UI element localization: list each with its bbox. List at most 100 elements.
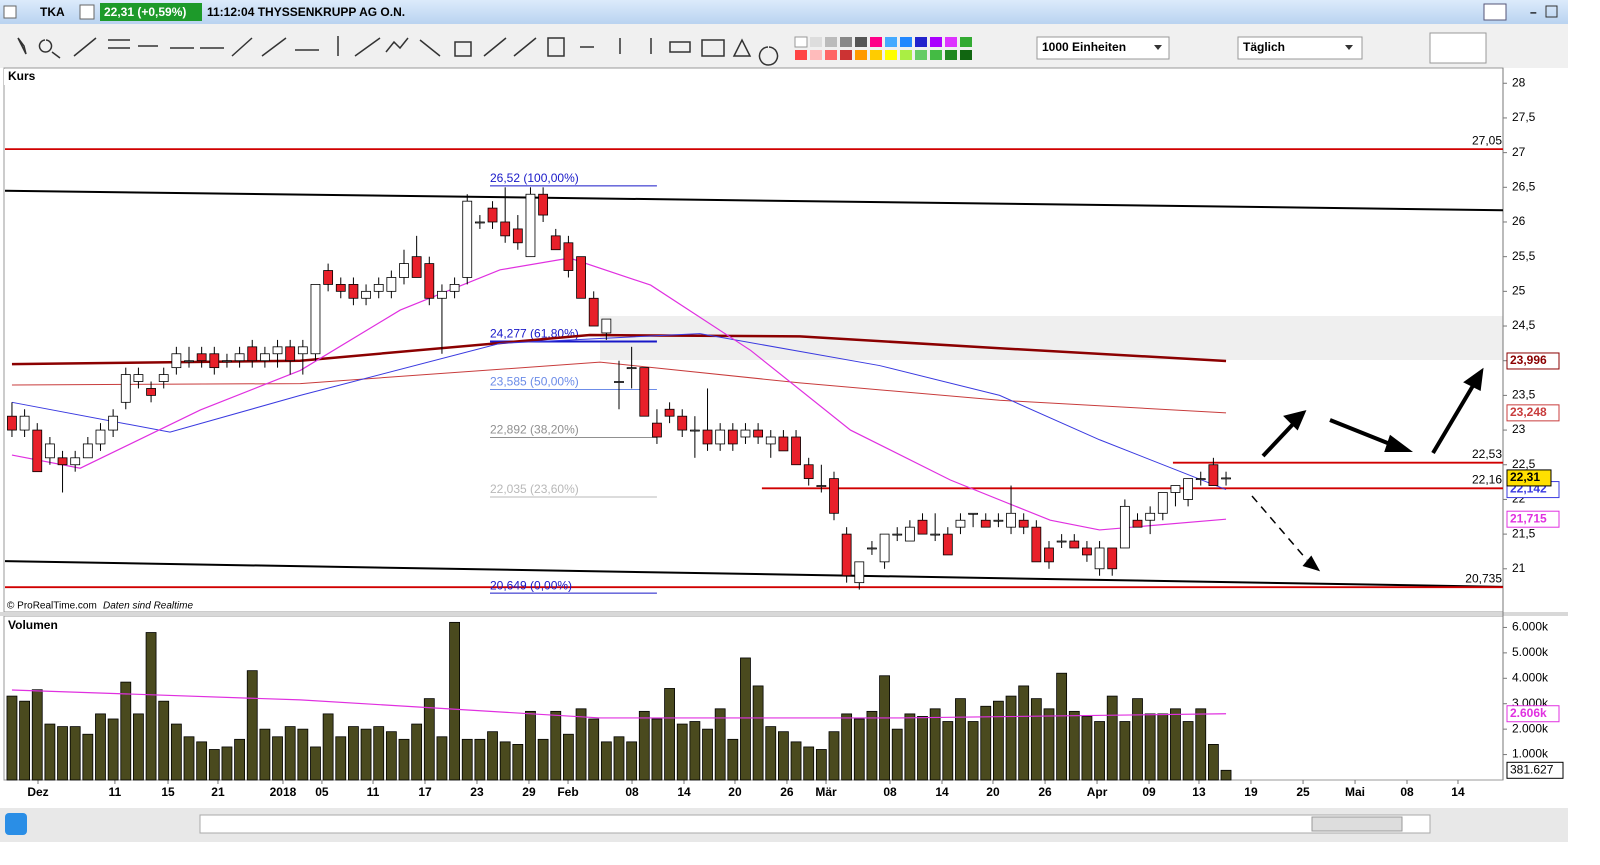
volume-bar [44, 723, 56, 781]
scrollbar[interactable] [199, 814, 1431, 834]
scroll-thumb[interactable] [1311, 816, 1403, 832]
candle-body [386, 277, 397, 292]
x-tick-label: 14 [677, 785, 691, 799]
x-tick-label: 13 [1192, 785, 1206, 799]
candle-body [158, 374, 169, 382]
period-select[interactable] [1237, 36, 1363, 60]
volume-bar [752, 685, 764, 781]
x-tick-label: 08 [625, 785, 639, 799]
candle-body [348, 284, 359, 299]
volume-bar [714, 708, 726, 781]
y-tick-label: 4.000k [1512, 670, 1549, 684]
candle-body [297, 346, 308, 355]
volume-bar [158, 700, 170, 781]
candle-body [626, 367, 637, 370]
candle-body [411, 256, 422, 278]
candle-body [209, 353, 220, 369]
panel-header [4, 69, 144, 85]
volume-bar [815, 749, 827, 781]
candle-body [7, 415, 17, 431]
symbol: TKA [40, 5, 65, 19]
candle-body [652, 422, 662, 438]
price-label: 22,31 [1510, 470, 1540, 484]
title-bar [0, 0, 1568, 24]
volume-bar [917, 716, 928, 781]
level-label: 22,16 [1472, 473, 1502, 487]
share-button[interactable] [5, 813, 27, 835]
candle-body [715, 429, 726, 445]
close-button[interactable] [1545, 5, 1558, 18]
candle-body [44, 443, 55, 459]
volume-bar [373, 726, 385, 781]
volume-bar [487, 731, 498, 781]
tool-icons[interactable] [17, 36, 779, 66]
color-palette[interactable] [794, 36, 972, 60]
volume-bar [841, 713, 853, 781]
x-tick-label: Apr [1087, 785, 1108, 799]
x-tick-label: 20 [728, 785, 742, 799]
volume-bar [19, 700, 31, 781]
candle-body [259, 353, 270, 362]
candle-body [740, 429, 751, 438]
candle-body [424, 263, 435, 299]
quantity-select[interactable] [1036, 36, 1170, 60]
volume-bar [740, 657, 751, 781]
volume-bar [297, 728, 309, 781]
candle-body [323, 270, 334, 285]
volume-bar [411, 723, 423, 781]
candle-body [588, 297, 599, 327]
candle-body [1170, 485, 1181, 493]
panel-divider [0, 612, 1568, 616]
volume-bar [310, 746, 321, 781]
candle-body [171, 353, 182, 369]
candle-body [879, 533, 890, 563]
moving-average [11, 361, 1227, 414]
volume-bar [449, 621, 460, 781]
candle-body [525, 193, 536, 258]
volume-bar [6, 695, 18, 781]
candle-body [474, 221, 485, 224]
volume-bar [828, 731, 840, 781]
value-label: 23,996 [1510, 353, 1547, 367]
x-tick-label: 26 [1038, 785, 1052, 799]
candle-body [993, 519, 1004, 522]
x-tick-label: 14 [1451, 785, 1465, 799]
volume-bar [575, 708, 587, 781]
x-tick-label: 20 [986, 785, 1000, 799]
candle-body [538, 193, 549, 216]
volume-bar [992, 700, 1004, 781]
candle-body [399, 263, 409, 278]
volume-bar [955, 698, 966, 781]
volume-bar [398, 738, 410, 781]
fib-label: 20,649 (0,00%) [490, 578, 572, 592]
x-tick-label: 26 [780, 785, 794, 799]
candle-body [462, 200, 473, 278]
volume-bar [107, 718, 119, 781]
y-tick-label: 23 [1512, 422, 1526, 436]
info-icon[interactable] [79, 4, 95, 20]
candle-body [841, 533, 852, 577]
candle-body [689, 429, 700, 432]
candle-body [968, 512, 979, 515]
volume-bar [689, 721, 701, 781]
volume-bar [1094, 721, 1105, 781]
quantity: 1000 Einheiten [1042, 40, 1126, 54]
candle-body [487, 207, 498, 223]
x-tick-label: 25 [1296, 785, 1310, 799]
volume-bar [1056, 672, 1068, 781]
candle-body [867, 547, 877, 550]
zone [600, 316, 1503, 360]
x-tick-label: 14 [935, 785, 949, 799]
minimize[interactable]: – [1530, 5, 1537, 19]
volume-bar [461, 738, 473, 781]
candle-body [449, 284, 460, 292]
value-label: 2.606k [1510, 706, 1547, 720]
y-tick-label: 5.000k [1512, 645, 1549, 659]
realtime-note: Daten sind Realtime [103, 601, 193, 612]
volume-bar [234, 738, 245, 781]
volume-bar [1081, 716, 1093, 781]
chart-style-button[interactable] [1429, 32, 1487, 64]
candle-body [727, 429, 738, 445]
window-button[interactable] [1483, 3, 1507, 21]
fib-label: 26,52 (100,00%) [490, 171, 579, 185]
